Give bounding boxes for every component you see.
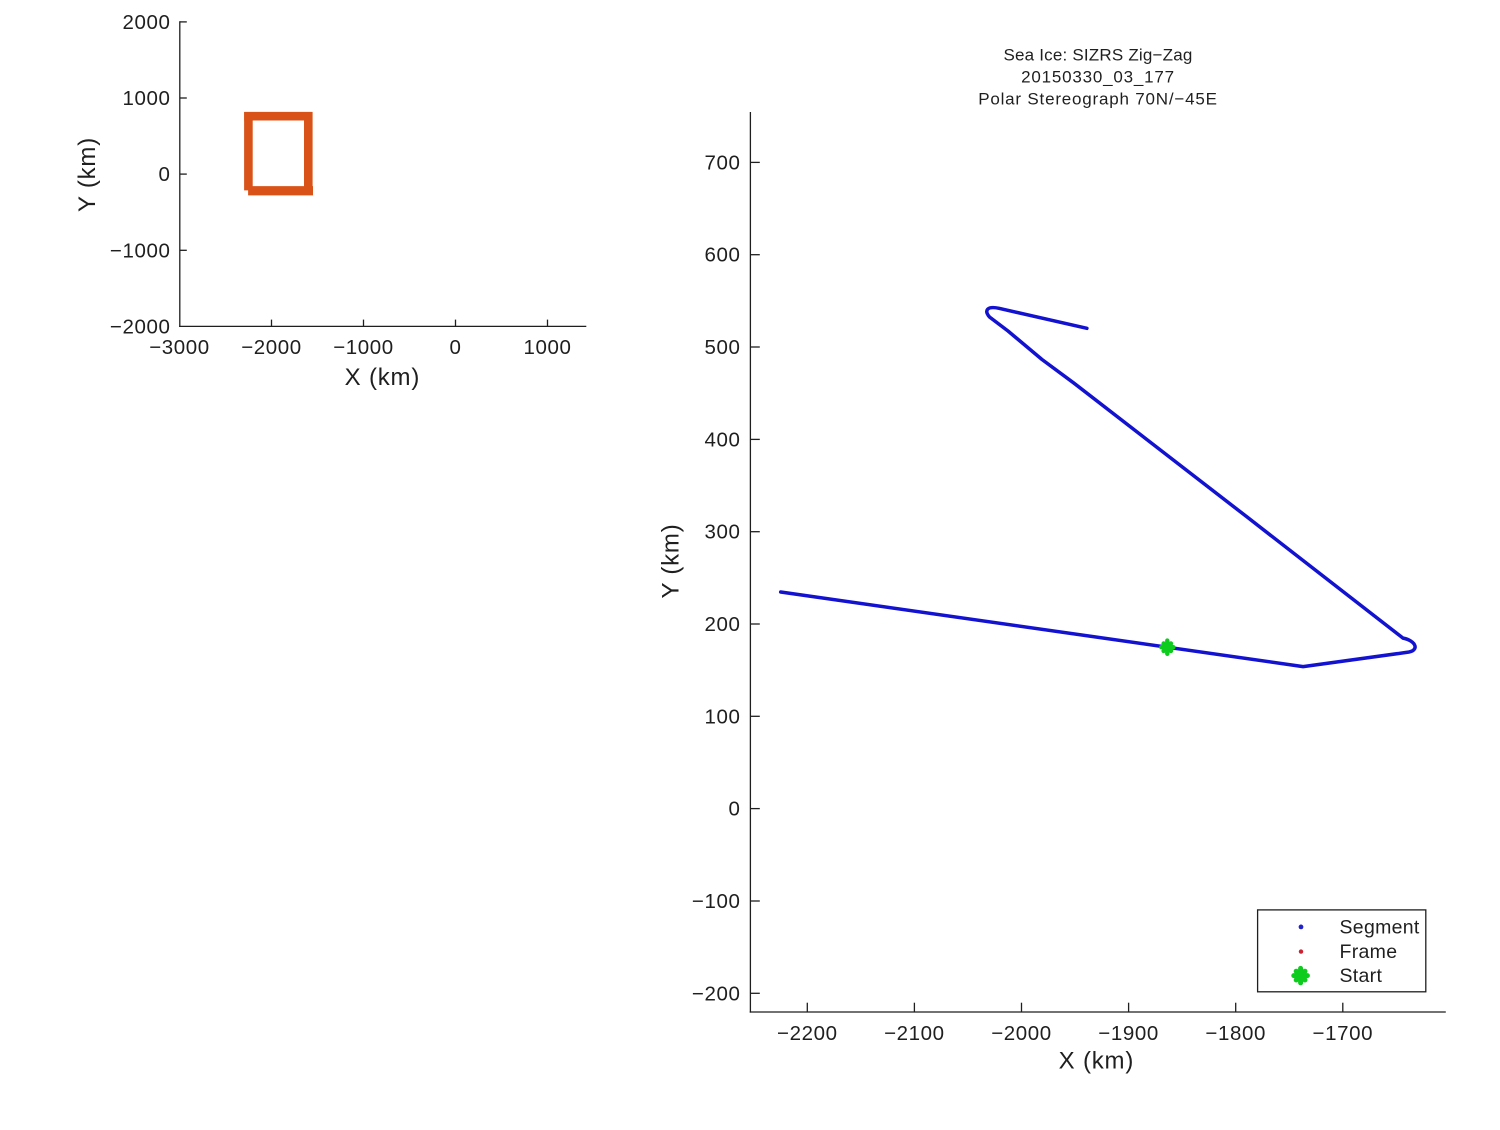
svg-text:−2000: −2000: [110, 315, 171, 338]
svg-text:300: 300: [704, 521, 740, 544]
svg-text:200: 200: [704, 613, 740, 636]
svg-text:400: 400: [704, 428, 740, 451]
svg-text:−1000: −1000: [110, 239, 171, 262]
svg-text:−2000: −2000: [991, 1022, 1052, 1045]
svg-text:−1800: −1800: [1205, 1022, 1266, 1045]
svg-text:Start: Start: [1340, 965, 1383, 987]
svg-text:100: 100: [704, 705, 740, 728]
svg-text:1000: 1000: [523, 336, 571, 359]
svg-text:Polar Stereograph 70N/−45E: Polar Stereograph 70N/−45E: [978, 89, 1218, 108]
svg-text:−1700: −1700: [1313, 1022, 1374, 1045]
svg-text:Segment: Segment: [1340, 916, 1420, 938]
svg-text:−2100: −2100: [884, 1022, 945, 1045]
svg-text:0: 0: [158, 163, 170, 186]
svg-text:0: 0: [728, 798, 740, 821]
svg-text:X (km): X (km): [1059, 1048, 1134, 1075]
svg-text:−1000: −1000: [333, 336, 394, 359]
svg-text:Y (km): Y (km): [74, 137, 101, 212]
svg-text:Y (km): Y (km): [657, 523, 684, 598]
svg-text:700: 700: [704, 151, 740, 174]
svg-text:−3000: −3000: [149, 336, 210, 359]
svg-text:−2000: −2000: [241, 336, 302, 359]
svg-text:X (km): X (km): [345, 364, 420, 391]
svg-text:−200: −200: [692, 982, 741, 1005]
svg-text:2000: 2000: [122, 11, 170, 34]
svg-text:500: 500: [704, 336, 740, 359]
svg-text:0: 0: [449, 336, 461, 359]
svg-text:Frame: Frame: [1340, 941, 1398, 963]
svg-text:1000: 1000: [122, 87, 170, 110]
svg-text:600: 600: [704, 244, 740, 267]
svg-text:20150330_03_177: 20150330_03_177: [1021, 68, 1175, 87]
svg-text:Sea Ice: SIZRS Zig−Zag: Sea Ice: SIZRS Zig−Zag: [1003, 46, 1192, 65]
svg-text:−100: −100: [692, 890, 741, 913]
svg-text:−2200: −2200: [777, 1022, 838, 1045]
svg-text:−1900: −1900: [1098, 1022, 1159, 1045]
